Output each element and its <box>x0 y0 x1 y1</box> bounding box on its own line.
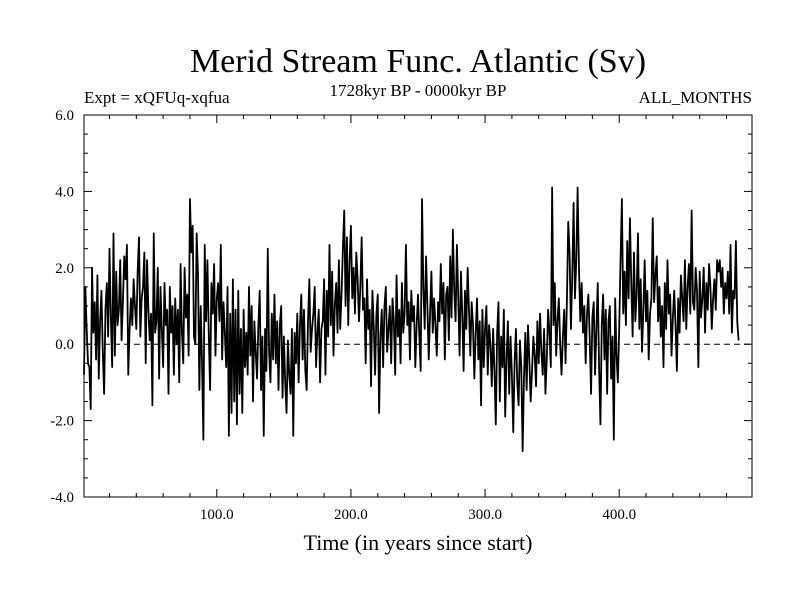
x-tick-label: 300.0 <box>468 507 502 523</box>
y-tick-label: 4.0 <box>55 184 74 200</box>
x-axis-label: Time (in years since start) <box>304 530 533 555</box>
chart-title: Merid Stream Func. Atlantic (Sv) <box>190 43 646 80</box>
x-tick-label: 100.0 <box>200 507 234 523</box>
x-tick-label: 400.0 <box>602 507 636 523</box>
chart-subtitle-months: ALL_MONTHS <box>639 88 752 107</box>
plot-area: -4.0 -2.0 0.0 2.0 4.0 6.0 100.0 200.0 300.0 400.0 <box>50 108 753 523</box>
y-tick-label: -2.0 <box>50 414 74 430</box>
data-series-line <box>83 186 740 453</box>
y-tick-label: 0.0 <box>55 337 74 353</box>
chart-subtitle-experiment: Expt = xQFUq-xqfua <box>84 88 230 107</box>
y-tick-label: 2.0 <box>55 261 74 277</box>
y-tick-label: -4.0 <box>50 490 74 506</box>
x-tick-label: 200.0 <box>334 507 368 523</box>
chart-subtitle-period: 1728kyr BP - 0000kyr BP <box>330 81 507 100</box>
y-tick-label: 6.0 <box>55 108 74 124</box>
